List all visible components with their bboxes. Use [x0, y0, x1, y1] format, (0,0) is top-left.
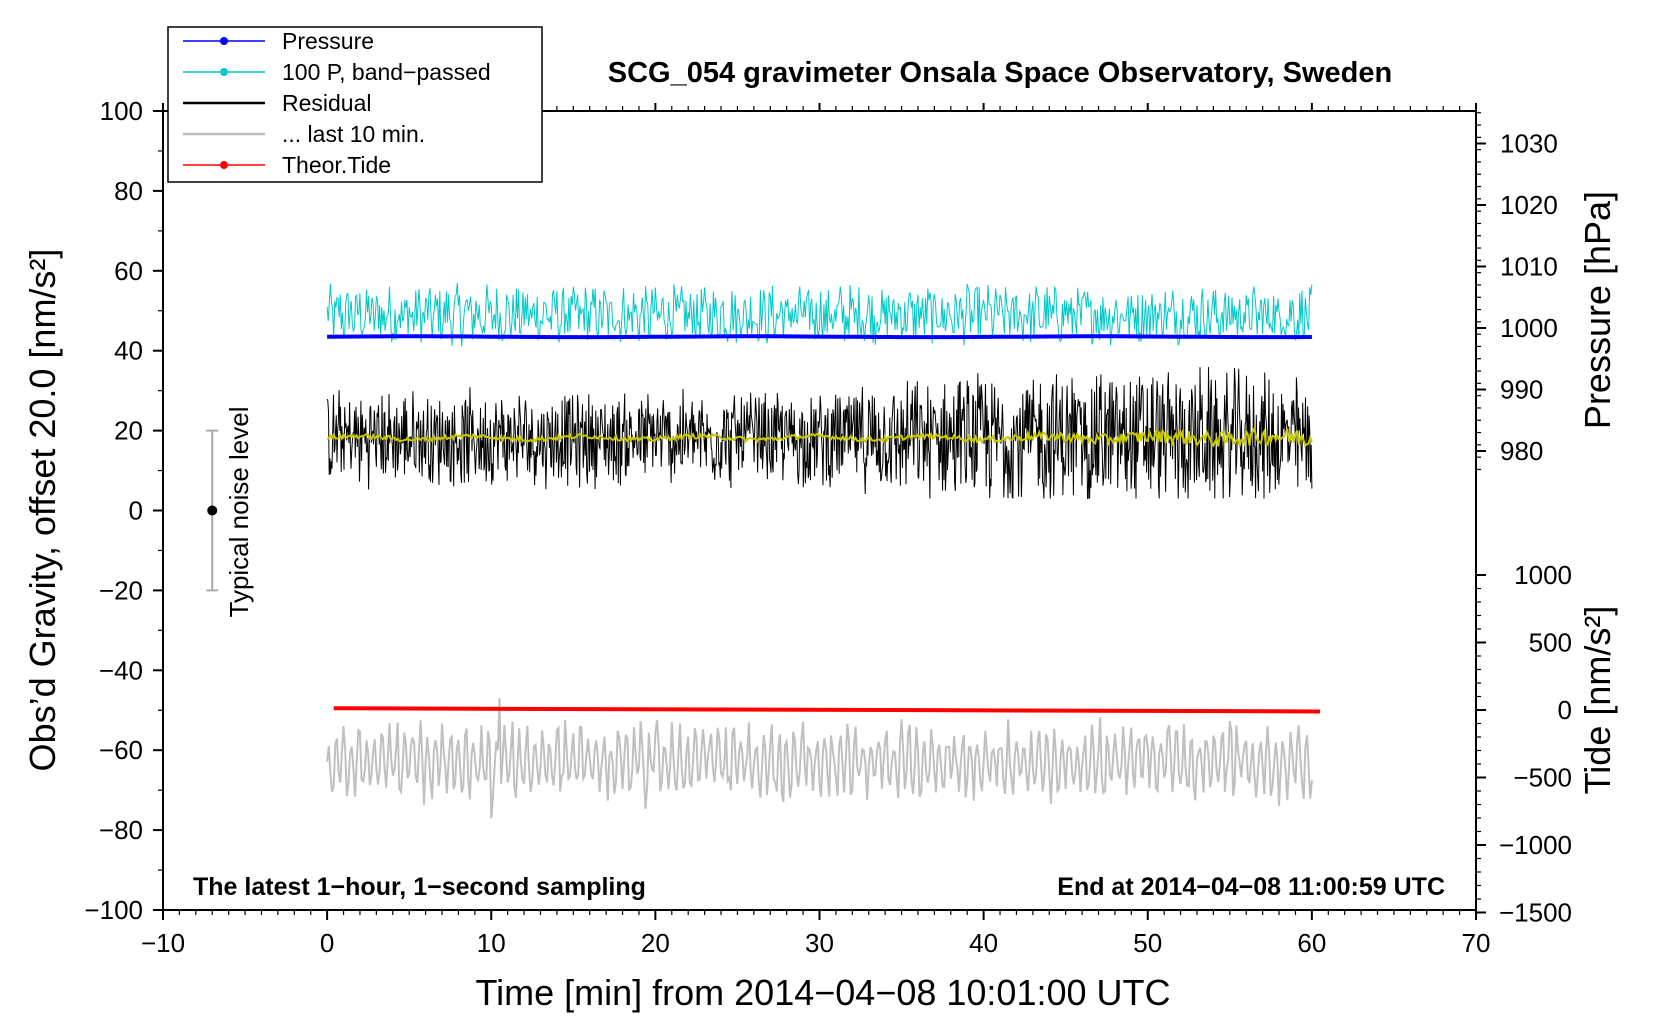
series-residual: [326, 367, 1313, 499]
series-layer: [326, 282, 1321, 819]
pressure-tick-label: 1000: [1500, 313, 1558, 343]
legend-items: Pressure 100 P, band−passed Residual ... la…: [183, 28, 491, 178]
chart-title: SCG_054 gravimeter Onsala Space Observat…: [608, 57, 1392, 89]
series-residual-smoothed: [326, 425, 1313, 450]
x-tick-label: 50: [1133, 928, 1162, 958]
pressure-axis-ticks: 980 990 1000 1010 1020 1030: [1476, 112, 1558, 471]
legend-marker: [220, 161, 228, 169]
x-axis-ticks: −10 0 10 20 30 40 50 60 70: [141, 103, 1491, 958]
tide-tick-label: −1500: [1499, 898, 1572, 928]
tide-tick-label: 1000: [1514, 560, 1572, 590]
legend-box: [167, 26, 543, 183]
pressure-tick-label: 990: [1500, 375, 1543, 405]
series-pressure: [327, 334, 1312, 340]
legend-label: Theor.Tide: [282, 152, 391, 178]
legend: Pressure 100 P, band−passed Residual ... la…: [167, 26, 543, 183]
tide-tick-label: 500: [1529, 628, 1572, 658]
pressure-tick-label: 980: [1500, 436, 1543, 466]
y-tick-label: −60: [99, 735, 143, 765]
y-axis-label: Obs’d Gravity, offset 20.0 [nm/s²]: [22, 249, 63, 772]
y-tick-label: −20: [99, 575, 143, 605]
series-theor-tide: [333, 706, 1321, 714]
x-tick-label: 70: [1462, 928, 1491, 958]
series-bandpassed-pressure: [326, 282, 1313, 347]
pressure-axis-label: Pressure [hPa]: [1577, 191, 1618, 429]
y-axis-ticks: −100 −80 −60 −40 −20 0 20 40 60 80 100: [84, 96, 163, 925]
tide-tick-label: −1000: [1499, 830, 1572, 860]
legend-marker: [220, 37, 228, 45]
y-tick-label: −100: [84, 895, 143, 925]
x-tick-label: 40: [969, 928, 998, 958]
annotation-bottom-right: End at 2014−04−08 11:00:59 UTC: [1057, 873, 1445, 901]
x-tick-label: −10: [141, 928, 185, 958]
x-tick-label: 60: [1297, 928, 1326, 958]
legend-label: 100 P, band−passed: [282, 59, 491, 85]
pressure-tick-label: 1020: [1500, 190, 1558, 220]
series-last-10-min: [326, 698, 1313, 819]
legend-label: Pressure: [282, 28, 374, 54]
legend-label: Residual: [282, 90, 372, 116]
y-tick-label: −80: [99, 815, 143, 845]
noise-level-indicator: Typical noise level: [206, 407, 254, 618]
noise-level-label: Typical noise level: [224, 407, 254, 618]
annotation-bottom-left: The latest 1−hour, 1−second sampling: [193, 873, 646, 901]
x-axis-label: Time [min] from 2014−04−08 10:01:00 UTC: [475, 972, 1170, 1013]
y-tick-label: 40: [114, 336, 143, 366]
x-tick-label: 10: [477, 928, 506, 958]
y-tick-label: 0: [129, 496, 143, 526]
pressure-tick-label: 1010: [1500, 252, 1558, 282]
x-tick-label: 20: [641, 928, 670, 958]
pressure-tick-label: 1030: [1500, 129, 1558, 159]
legend-marker: [220, 68, 228, 76]
noise-center-dot: [207, 505, 218, 516]
tide-axis-label: Tide [nm/s²]: [1577, 606, 1618, 795]
x-tick-label: 30: [805, 928, 834, 958]
y-tick-label: −40: [99, 655, 143, 685]
y-tick-label: 80: [114, 176, 143, 206]
legend-label: ... last 10 min.: [282, 121, 425, 147]
tide-tick-label: 0: [1558, 695, 1572, 725]
tide-axis-ticks: −1500 −1000 −500 0 500 1000: [1476, 560, 1572, 928]
x-tick-label: 0: [320, 928, 334, 958]
y-tick-label: 100: [100, 96, 143, 126]
tide-tick-label: −500: [1513, 763, 1572, 793]
y-tick-label: 20: [114, 416, 143, 446]
y-tick-label: 60: [114, 256, 143, 286]
